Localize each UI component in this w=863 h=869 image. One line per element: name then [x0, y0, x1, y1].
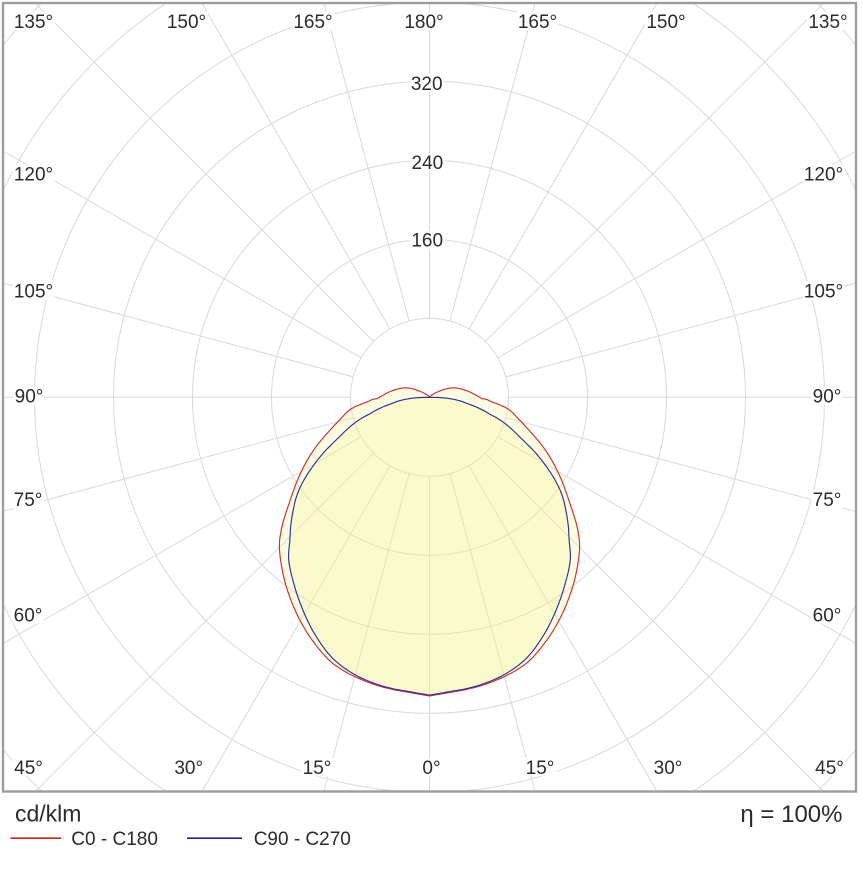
- svg-text:η = 100%: η = 100%: [740, 801, 842, 828]
- svg-text:240: 240: [412, 153, 444, 174]
- svg-text:45°: 45°: [815, 758, 844, 779]
- svg-text:160: 160: [411, 231, 443, 252]
- svg-text:165°: 165°: [518, 12, 557, 33]
- svg-text:90°: 90°: [813, 386, 842, 407]
- svg-text:165°: 165°: [293, 12, 332, 33]
- svg-text:120°: 120°: [14, 165, 53, 186]
- svg-text:75°: 75°: [813, 490, 842, 511]
- svg-text:90°: 90°: [15, 386, 44, 407]
- svg-text:C0 - C180: C0 - C180: [71, 829, 158, 850]
- svg-text:105°: 105°: [804, 282, 843, 303]
- svg-text:105°: 105°: [14, 282, 53, 303]
- svg-text:60°: 60°: [14, 605, 43, 626]
- svg-text:120°: 120°: [804, 165, 843, 186]
- svg-text:180°: 180°: [404, 12, 443, 33]
- svg-text:30°: 30°: [654, 758, 683, 779]
- svg-text:60°: 60°: [813, 605, 842, 626]
- svg-text:150°: 150°: [167, 12, 206, 33]
- svg-text:135°: 135°: [14, 12, 53, 33]
- svg-text:320: 320: [411, 74, 443, 95]
- svg-text:15°: 15°: [303, 758, 332, 779]
- svg-text:C90 - C270: C90 - C270: [254, 829, 351, 850]
- svg-text:15°: 15°: [526, 758, 555, 779]
- svg-text:0°: 0°: [422, 758, 440, 779]
- svg-text:75°: 75°: [14, 490, 43, 511]
- svg-text:135°: 135°: [808, 12, 847, 33]
- svg-text:cd/klm: cd/klm: [15, 801, 81, 827]
- svg-text:45°: 45°: [14, 758, 43, 779]
- svg-text:150°: 150°: [646, 12, 685, 33]
- svg-text:30°: 30°: [174, 758, 203, 779]
